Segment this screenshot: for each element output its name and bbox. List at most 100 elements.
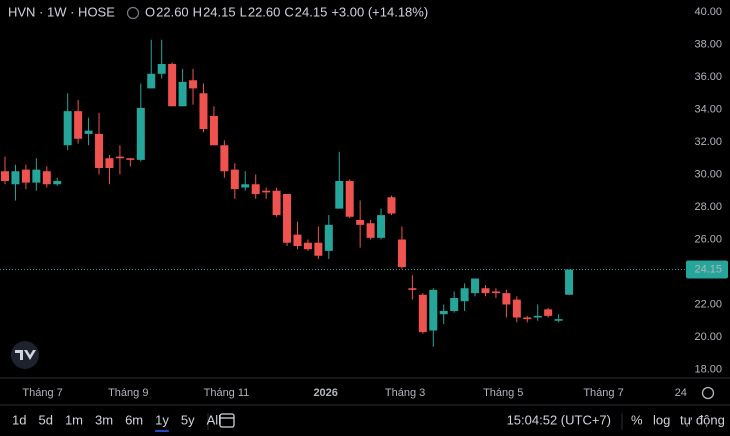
candle-body [115,156,124,159]
ohlc-label: H [193,4,202,19]
settings-icon[interactable] [701,386,715,400]
candle-body [21,169,30,183]
y-tick-label: 38.00 [694,38,722,50]
x-tick-label: 2026 [313,387,337,399]
calendar-frame[interactable] [219,413,235,428]
range-button[interactable]: 1y [155,412,169,427]
candle-body [1,171,10,182]
x-tick-label: Tháng 5 [483,387,523,399]
logo-mark [15,350,36,360]
candle-body [262,190,271,193]
ohlc-value: 22.60 [156,4,189,19]
y-tick-label: 20.00 [694,331,722,343]
y-tick-label: 22.00 [694,298,722,310]
candle-body [220,145,229,172]
candle-body [136,107,145,160]
range-button[interactable]: 5d [38,412,52,427]
candle-body [345,181,354,217]
candle-body [272,190,281,216]
candle-body [554,319,563,321]
candle-body [189,80,198,89]
candle-body [178,81,187,107]
candle-body [157,64,166,74]
range-button[interactable]: 1d [12,412,26,427]
candle-body [105,158,114,169]
candle-body [439,310,448,315]
candle-body [408,288,417,290]
change: +3.00 (+14.18%) [331,4,428,19]
x-tick-label: Tháng 7 [583,387,623,399]
candle-body [74,111,83,139]
candle-body [387,197,396,214]
candle-body [199,93,208,130]
x-tick-label: 24 [675,387,687,399]
last-price-box [686,260,728,279]
candle-body [283,193,292,243]
status-dot [126,6,140,20]
candle-body [11,171,20,185]
candle-body [42,171,51,185]
header: HVN · 1W · HOSE O 22.60 H 24.15 L 22.60 C 24.15… [8,4,428,19]
candle-body [533,315,542,318]
candle-body [429,289,438,331]
candle-body [84,130,93,134]
candle-body [418,294,427,333]
candle-body [491,291,500,294]
candle-body [377,215,386,238]
y-tick-label: 34.00 [694,103,722,115]
y-tick-label: 26.00 [694,233,722,245]
candle-body [293,234,302,246]
range-button[interactable]: 3m [95,412,113,427]
ohlc-value: 24.15 [295,4,328,19]
scale-button[interactable]: % [631,412,643,427]
candle-body [460,288,469,302]
ohlc-label: O [145,4,155,19]
y-tick-label: 18.00 [694,363,722,375]
x-tick-label: Tháng 11 [204,387,250,399]
scale-button[interactable]: log [653,412,670,427]
x-tick-label: Tháng 7 [22,387,62,399]
candle-body [209,116,218,146]
candle-body [251,184,260,194]
ohlc-value: 24.15 [203,4,236,19]
last-price-label: 24.15 [694,263,722,275]
candle-body [126,158,135,160]
candle-body [523,317,532,320]
y-tick-label: 40.00 [694,6,722,18]
y-tick-label: 28.00 [694,201,722,213]
range-button[interactable]: 6m [125,412,143,427]
range-button[interactable]: 5y [181,412,195,427]
x-tick-label: Tháng 9 [108,387,148,399]
symbol: HVN · 1W · HOSE [8,4,115,19]
candle-body [95,133,104,169]
candle-body [481,288,490,294]
candle-body [356,219,365,225]
clock[interactable]: 15:04:52 (UTC+7) [507,412,611,427]
candle-body [32,169,41,183]
candle-body [544,309,553,316]
tv-logo [11,341,39,369]
x-tick-label: Tháng 3 [385,387,425,399]
y-tick-label: 32.00 [694,136,722,148]
range-button[interactable]: All [207,412,222,427]
candle-body [230,169,239,190]
candle-body [512,299,521,318]
ohlc-label: L [240,4,247,19]
candle-body [324,224,333,251]
ohlc-value: 22.60 [248,4,281,19]
scale-button[interactable]: tự động [680,412,725,427]
candle-body [241,184,250,188]
calendar-icon[interactable] [219,413,235,428]
candle-body [471,278,480,294]
logo-circle [11,341,39,369]
candle-body [147,73,156,89]
candle-body [366,223,375,238]
y-tick-label: 30.00 [694,168,722,180]
candle-body [450,297,459,311]
candle-body [168,64,177,107]
ohlc-label: C [284,4,293,19]
range-button[interactable]: 1m [65,412,83,427]
